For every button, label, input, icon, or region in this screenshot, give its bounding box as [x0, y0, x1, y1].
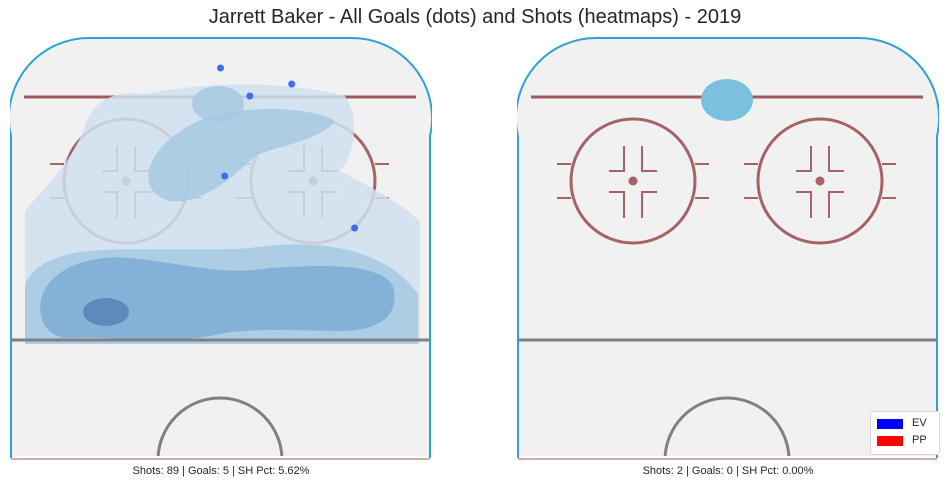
heat-level-3 [40, 257, 395, 340]
center-circle [663, 396, 791, 457]
faceoff-circle-left [557, 117, 709, 245]
shot-heatmap [701, 79, 753, 121]
legend-swatch-ev [877, 419, 903, 429]
goal-dot-4 [221, 172, 229, 180]
goal-dot-2 [246, 92, 254, 100]
boards [517, 36, 939, 458]
rink-surface [517, 37, 939, 456]
heat-blob [701, 79, 753, 121]
heat-level-4 [83, 298, 129, 326]
legend-item-ev: EV [877, 417, 937, 431]
rink-panel-left [10, 36, 432, 460]
legend-label-pp: PP [912, 434, 927, 446]
legend-swatch-pp [877, 436, 903, 446]
goal-dot-1 [217, 64, 224, 72]
legend-item-pp: PP [877, 434, 937, 448]
chart-title: Jarrett Baker - All Goals (dots) and Sho… [208, 6, 742, 28]
rink-panel-right [517, 36, 939, 460]
shot-heatmap [25, 84, 420, 344]
legend-label-ev: EV [912, 417, 927, 429]
caption-right: Shots: 2 | Goals: 0 | SH Pct: 0.00% [642, 465, 814, 477]
faceoff-circle-right [744, 117, 896, 245]
goal-dot-3 [288, 80, 296, 88]
legend: EV PP [870, 411, 940, 455]
caption-left: Shots: 89 | Goals: 5 | SH Pct: 5.62% [132, 465, 310, 477]
boards [10, 36, 432, 458]
heat-level-2b [148, 109, 335, 202]
goal-dot-5 [351, 224, 359, 232]
center-circle [156, 396, 284, 457]
goal-dots [217, 64, 359, 232]
heat-level-2c [192, 86, 244, 122]
